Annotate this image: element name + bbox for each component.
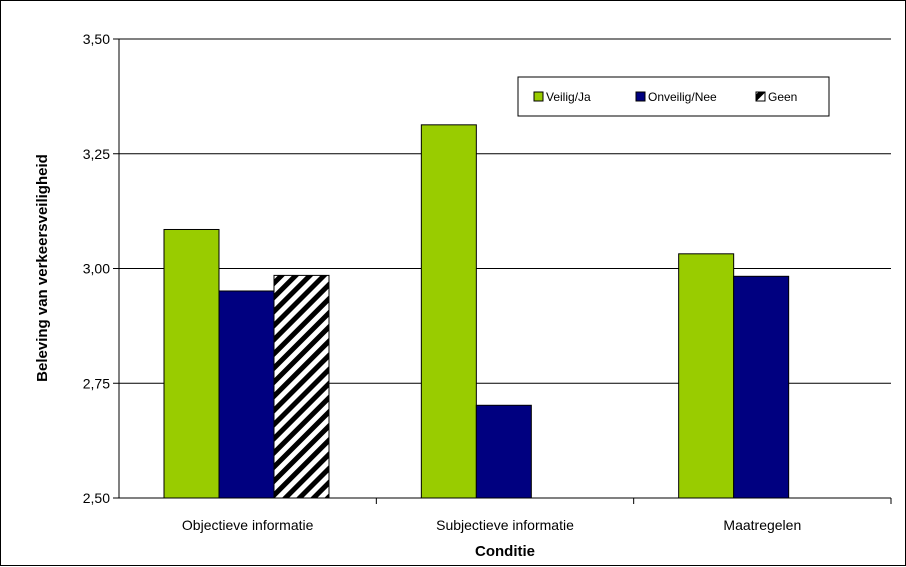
legend: Veilig/Ja Onveilig/Nee Geen xyxy=(517,76,830,117)
tick-labels: 2,50 2,75 3,00 3,25 3,50 Objectieve informati… xyxy=(83,31,801,533)
y-tick-label: 3,00 xyxy=(83,261,110,277)
legend-label: Veilig/Ja xyxy=(546,90,591,104)
y-tick-label: 2,75 xyxy=(83,375,110,391)
bar-onveilig-nee xyxy=(218,290,275,499)
x-tick-label: Maatregelen xyxy=(723,517,801,533)
legend-swatch xyxy=(755,91,766,102)
legend-box xyxy=(517,76,830,117)
bar-veilig-ja xyxy=(163,228,220,499)
y-tick-label: 3,50 xyxy=(83,31,110,47)
bars xyxy=(163,124,790,499)
x-tick-label: Objectieve informatie xyxy=(182,517,314,533)
y-tick-label: 3,25 xyxy=(83,146,110,162)
bar-onveilig-nee xyxy=(475,404,532,499)
legend-label: Onveilig/Nee xyxy=(648,90,717,104)
axes xyxy=(113,38,892,504)
y-axis-title: Beleving van verkeersveiligheid xyxy=(34,154,51,382)
y-tick-label: 2,50 xyxy=(83,490,110,506)
x-axis-title: Conditie xyxy=(475,543,535,560)
legend-label: Geen xyxy=(768,90,797,104)
legend-swatch xyxy=(533,91,544,102)
legend-swatch xyxy=(635,91,646,102)
bar-veilig-ja xyxy=(678,253,735,499)
bar-onveilig-nee xyxy=(733,275,790,499)
x-tick-label: Subjectieve informatie xyxy=(436,517,574,533)
bar-geen xyxy=(273,274,330,499)
bar-veilig-ja xyxy=(420,124,477,499)
